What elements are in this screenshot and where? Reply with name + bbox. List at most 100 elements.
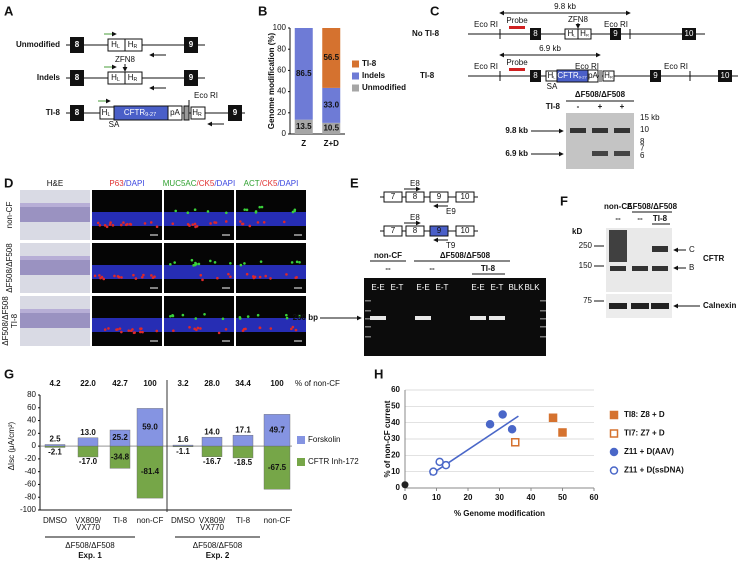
value-label: 25.2 — [112, 433, 128, 442]
stain — [256, 313, 260, 317]
ladder-band — [540, 310, 546, 312]
h: H — [111, 73, 117, 82]
zfn-label: ZFN8 — [568, 15, 589, 24]
exon — [228, 105, 242, 121]
point — [401, 481, 409, 489]
legend-label: Z11 + D(ssDNA) — [624, 466, 684, 475]
stain — [262, 220, 266, 224]
bar — [77, 437, 99, 447]
stain — [224, 327, 228, 331]
sub: R — [610, 75, 613, 80]
sub: 9-27 — [145, 112, 156, 118]
stain — [193, 222, 197, 226]
legend-label: Forskolin — [308, 435, 340, 444]
value-label: 59.0 — [142, 422, 158, 431]
eco-label: Eco RI — [604, 20, 628, 29]
y-tick-label: -60 — [24, 480, 36, 489]
h: H — [111, 40, 117, 49]
bar — [263, 414, 291, 447]
homology-arm — [124, 71, 143, 85]
panel-letter: H — [374, 366, 383, 381]
value-label: 1.6 — [177, 435, 189, 444]
exon-label: 7 — [391, 192, 396, 201]
exon-label: 8 — [533, 71, 538, 80]
value-label: 49.7 — [269, 425, 285, 434]
legend-marker — [609, 410, 619, 420]
exon-label: 8 — [75, 73, 80, 82]
exon-label: 8 — [413, 226, 418, 235]
ladder-label: 6 — [640, 151, 645, 160]
stain — [103, 224, 107, 227]
point — [548, 413, 558, 423]
top-row-value: 100 — [143, 379, 157, 388]
band — [470, 316, 486, 320]
map-label: TI-8 — [420, 71, 435, 80]
row-label: ΔF508/ΔF508 — [5, 243, 14, 293]
exon-label: 8 — [413, 192, 418, 201]
x-tick-label: TI-8 — [236, 516, 251, 525]
header-part: P63 — [109, 179, 124, 188]
exon — [383, 191, 403, 203]
ladder-band — [540, 326, 546, 328]
value-label: 33.0 — [323, 100, 339, 109]
stain — [196, 326, 200, 330]
stain — [127, 329, 131, 332]
stain — [96, 221, 100, 225]
stain — [193, 327, 196, 331]
exon — [184, 37, 198, 53]
stain — [258, 205, 262, 209]
legend-swatch — [297, 458, 305, 466]
header-part: /DAPI — [124, 179, 145, 188]
exon-label: 10 — [461, 226, 470, 235]
lane-label: - — [577, 102, 580, 111]
exon — [429, 225, 449, 237]
epithelium — [20, 259, 90, 275]
band — [651, 303, 669, 309]
header-part: MUC5AC — [163, 179, 197, 188]
band — [631, 303, 649, 309]
ladder-band — [540, 318, 546, 320]
stain — [269, 327, 273, 330]
exon — [455, 191, 475, 203]
header-part: ACT — [244, 179, 260, 188]
legend-swatch — [352, 84, 359, 92]
header-part: /DAPI — [277, 179, 298, 188]
group-sublabel: Exp. 1 — [78, 551, 102, 560]
stain — [115, 328, 118, 331]
apical-layer — [20, 309, 90, 313]
ladder-label: 10 — [640, 125, 649, 134]
column-header: P63/DAPI — [109, 179, 144, 188]
label-line: VX770 — [76, 523, 101, 532]
exon-label: 10 — [461, 192, 470, 201]
x-tick-label: 10 — [432, 493, 441, 502]
stain — [141, 330, 144, 334]
y-tick-label: 60 — [277, 66, 286, 75]
stain — [108, 223, 112, 226]
cftr-label: CFTR9-27 — [124, 108, 156, 118]
exon — [70, 70, 84, 86]
point — [429, 467, 438, 476]
value-label: 14.0 — [204, 427, 220, 436]
stain — [150, 274, 153, 277]
top-row-label: % of non-CF — [295, 379, 340, 388]
x-axis-label: % Genome modification — [454, 509, 545, 518]
homology-arm-label: HR — [128, 40, 138, 50]
y-tick-label: 40 — [391, 418, 400, 427]
lane-label: E-E — [416, 283, 429, 292]
stain — [203, 312, 206, 316]
epithelium — [20, 206, 90, 222]
legend-swatch — [352, 60, 359, 68]
stain — [174, 209, 178, 213]
value-label: 56.5 — [323, 53, 339, 62]
exon — [455, 225, 475, 237]
bar — [201, 445, 223, 457]
x-tick-label: DMSO — [43, 516, 67, 525]
exon — [70, 37, 84, 53]
header-part: /DAPI — [214, 179, 235, 188]
stain — [206, 210, 210, 213]
stain — [243, 262, 246, 265]
exon — [405, 191, 425, 203]
protein-label: Calnexin — [703, 301, 736, 310]
band — [614, 128, 630, 133]
treatment-label: -- — [429, 264, 435, 273]
